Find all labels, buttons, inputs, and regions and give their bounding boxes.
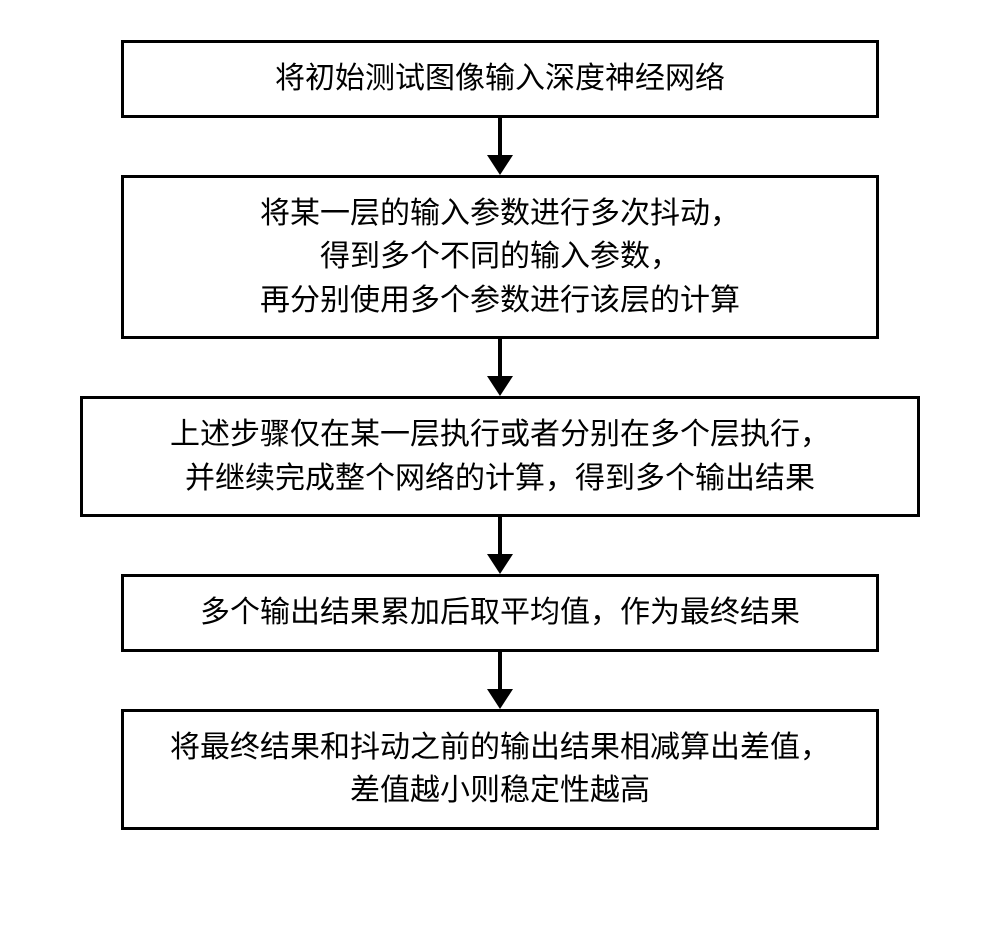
flow-node-1: 将初始测试图像输入深度神经网络 [121,40,879,118]
flow-arrow-4 [487,652,513,709]
flow-node-1-line-1: 将初始测试图像输入深度神经网络 [275,57,725,101]
flow-node-4: 多个输出结果累加后取平均值，作为最终结果 [121,574,879,652]
flow-node-2-line-2: 得到多个不同的输入参数， [320,235,680,279]
arrow-head-icon [487,155,513,175]
arrow-head-icon [487,554,513,574]
flow-node-5-line-2: 差值越小则稳定性越高 [350,769,650,813]
flow-node-3-line-1: 上述步骤仅在某一层执行或者分别在多个层执行， [170,413,830,457]
flow-arrow-2 [487,339,513,396]
flow-node-2-line-1: 将某一层的输入参数进行多次抖动， [260,192,740,236]
flow-arrow-3 [487,517,513,574]
flowchart-container: 将初始测试图像输入深度神经网络 将某一层的输入参数进行多次抖动， 得到多个不同的… [80,40,920,830]
flow-node-2: 将某一层的输入参数进行多次抖动， 得到多个不同的输入参数， 再分别使用多个参数进… [121,175,879,340]
flow-node-2-line-3: 再分别使用多个参数进行该层的计算 [260,279,740,323]
flow-arrow-1 [487,118,513,175]
flow-node-3-line-2: 并继续完成整个网络的计算，得到多个输出结果 [185,457,815,501]
arrow-shaft [498,339,502,377]
arrow-shaft [498,517,502,555]
flow-node-3: 上述步骤仅在某一层执行或者分别在多个层执行， 并继续完成整个网络的计算，得到多个… [80,396,920,517]
arrow-head-icon [487,689,513,709]
arrow-shaft [498,652,502,690]
flow-node-5: 将最终结果和抖动之前的输出结果相减算出差值， 差值越小则稳定性越高 [121,709,879,830]
arrow-head-icon [487,376,513,396]
arrow-shaft [498,118,502,156]
flow-node-4-line-1: 多个输出结果累加后取平均值，作为最终结果 [200,591,800,635]
flow-node-5-line-1: 将最终结果和抖动之前的输出结果相减算出差值， [170,726,830,770]
